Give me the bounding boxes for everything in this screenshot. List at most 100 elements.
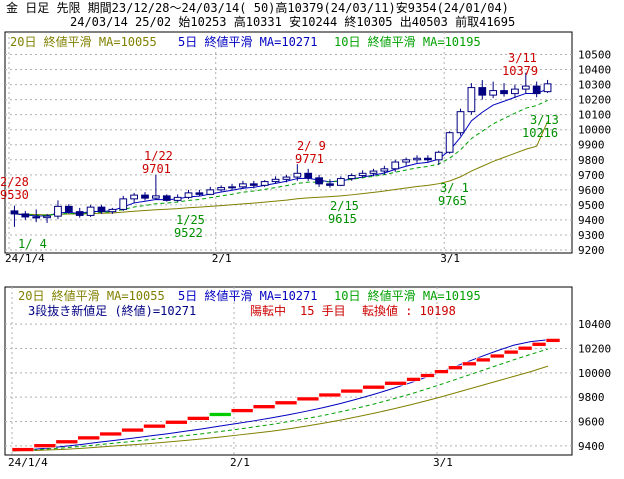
bottom-x-axis: 24/1/4 2/1 3/1	[8, 456, 453, 469]
annot-high-29-date: 2/ 9	[297, 139, 326, 153]
candle-body	[86, 206, 95, 216]
candle-body	[130, 194, 138, 200]
top-y-tick-label: 9700	[578, 169, 605, 182]
top-legend-ma10: 10日 終値平滑 MA=10195	[334, 34, 481, 49]
candle-body	[532, 85, 541, 95]
bottom-ma-line	[11, 365, 549, 453]
top-ma-line	[14, 121, 549, 216]
top-y-tick-label: 9900	[578, 139, 605, 152]
bottom-y-tick-label: 9600	[578, 416, 605, 429]
candle-body	[108, 208, 117, 213]
top-y-tick-label: 10500	[578, 49, 611, 62]
bottom-x-tick-label: 3/1	[433, 456, 453, 469]
top-legend-ma20: 20日 終値平滑 MA=10055	[10, 34, 157, 49]
bottom-bricks	[11, 338, 561, 452]
annot-low-125-value: 9522	[174, 226, 203, 240]
candle-body	[467, 87, 476, 113]
candle-body	[511, 88, 519, 95]
top-y-tick-label: 10400	[578, 64, 611, 77]
candle-body	[249, 183, 258, 186]
brick	[531, 342, 547, 347]
candle-body	[380, 168, 389, 172]
brick	[33, 443, 57, 448]
annot-high-122-value: 9701	[142, 162, 171, 176]
annot-low-31-date: 3/ 1	[440, 181, 469, 195]
candle-body	[315, 177, 323, 185]
candle-body	[217, 187, 226, 191]
bottom-legend-ma10: 10日 終値平滑 MA=10195	[334, 288, 481, 303]
header-line1: 金 日足 先限 期間23/12/28～24/03/14( 50)高10379(2…	[6, 0, 509, 15]
candle-body	[358, 172, 367, 177]
candle-body	[336, 178, 345, 186]
candle-body	[228, 186, 236, 189]
brick	[340, 388, 364, 394]
bottom-x-tick-label: 2/1	[230, 456, 250, 469]
annot-low-313-value: 10216	[522, 126, 558, 140]
top-grid	[5, 32, 572, 253]
bottom-y-axis: 9400 9600 9800 10000 10200 10400	[578, 318, 611, 453]
bottom-ma-line	[11, 348, 549, 453]
bottom-grid	[5, 287, 572, 455]
candle-body	[478, 87, 487, 96]
brick	[420, 373, 435, 378]
brick	[503, 349, 519, 355]
annot-low-215-value: 9615	[328, 212, 357, 226]
top-x-tick-label: 2/1	[212, 252, 232, 265]
brick	[77, 435, 100, 441]
candle-body	[445, 132, 454, 153]
bottom-status-switch: 転換値 : 10198	[362, 303, 456, 318]
brick	[384, 381, 407, 386]
annot-low-125-date: 1/25	[176, 213, 205, 227]
candle-body	[326, 183, 334, 186]
candle-body	[521, 85, 530, 90]
brick	[208, 412, 232, 417]
bottom-y-tick-label: 9800	[578, 391, 605, 404]
candle-body	[184, 192, 193, 198]
top-y-tick-label: 10100	[578, 109, 611, 122]
brick	[274, 400, 298, 406]
annot-high-311-value: 10379	[502, 64, 538, 78]
candle-body	[21, 213, 30, 218]
brick	[476, 357, 491, 363]
brick	[434, 369, 449, 374]
top-y-axis: 9200 9300 9400 9500 9600 9700 9800 9900 10000 101…	[578, 49, 611, 257]
candle-body	[434, 151, 443, 161]
brick	[55, 439, 79, 445]
brick	[406, 377, 421, 382]
brick	[252, 404, 276, 409]
brick	[99, 431, 122, 437]
candle-body	[173, 196, 182, 201]
brick	[165, 420, 188, 425]
candle-body	[97, 206, 106, 213]
annot-high-29-value: 9771	[295, 152, 324, 166]
top-plot-frame	[4, 31, 573, 254]
header-line2: 24/03/14 25/02 始10253 高10331 安10244 終103…	[70, 14, 515, 29]
top-ma-line	[14, 99, 548, 216]
brick	[143, 423, 166, 429]
brick	[230, 408, 254, 413]
top-x-tick-label: 3/1	[440, 252, 460, 265]
annot-low-313-date: 3/13	[530, 113, 559, 127]
brick	[318, 392, 342, 398]
bottom-moving-averages	[11, 339, 549, 453]
annot-high-311-date: 3/11	[508, 51, 537, 65]
top-y-tick-label: 9300	[578, 229, 605, 242]
top-annotations: 3/11 10379 2/28 9530 1/22 9701 2/ 9 9771…	[0, 51, 559, 251]
top-x-tick-label: 24/1/4	[5, 252, 45, 265]
candle-body	[260, 181, 269, 186]
top-y-tick-label: 9500	[578, 199, 605, 212]
top-y-tick-label: 9400	[578, 214, 605, 227]
top-legend-ma5: 5日 終値平滑 MA=10271	[178, 34, 317, 49]
candle-body	[347, 175, 356, 180]
bottom-y-tick-label: 10400	[578, 318, 611, 331]
annot-high-228-date: 2/28	[0, 175, 29, 189]
brick	[462, 361, 477, 367]
brick	[517, 345, 533, 351]
brick	[545, 338, 561, 343]
annot-low-215-date: 2/15	[330, 199, 359, 213]
top-y-tick-label: 10000	[578, 124, 611, 137]
bottom-y-tick-label: 10200	[578, 342, 611, 355]
top-candles	[10, 72, 552, 227]
bottom-status-turn: 陽転中	[250, 303, 286, 318]
